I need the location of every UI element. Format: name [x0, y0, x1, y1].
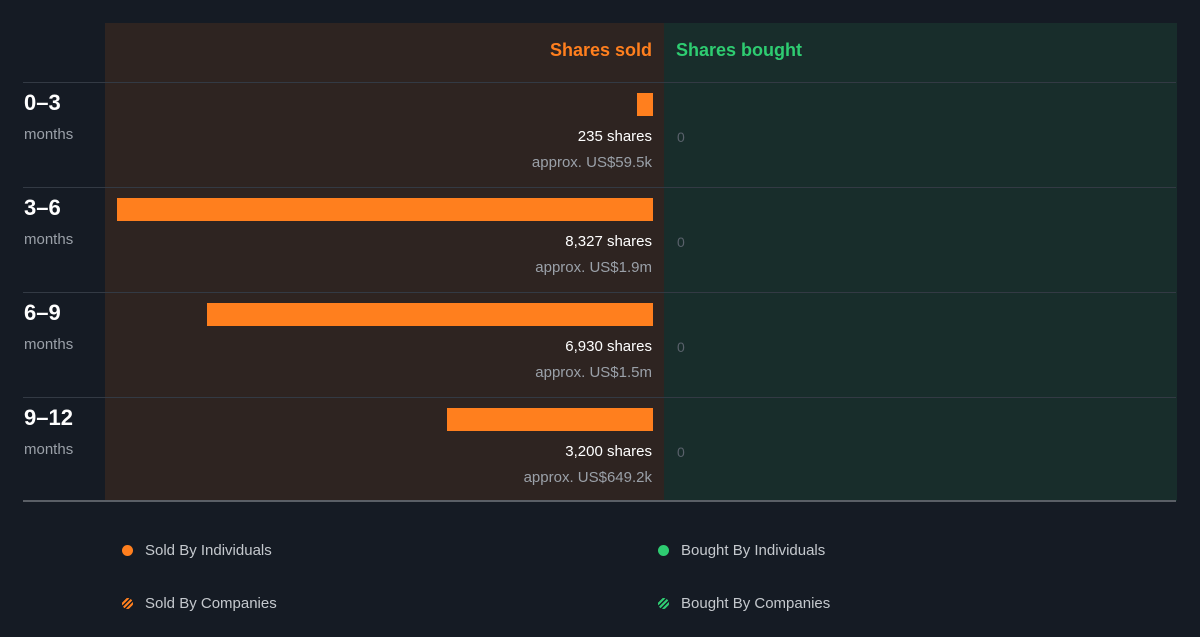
sold-shares-label: 8,327 shares	[565, 233, 652, 250]
chart-baseline	[23, 500, 1176, 502]
row-divider	[23, 187, 1176, 188]
legend-dot-icon	[658, 545, 669, 556]
period-label: 3–6 months	[24, 195, 73, 248]
legend-bought-companies: Bought By Companies	[658, 595, 830, 612]
shares-sold-header: Shares sold	[549, 40, 652, 60]
legend-hatch-icon	[658, 598, 669, 609]
period-label: 0–3 months	[24, 90, 73, 143]
sold-bar	[447, 408, 653, 431]
period-range: 3–6	[24, 195, 61, 220]
period-range: 0–3	[24, 90, 61, 115]
row-divider	[23, 82, 1176, 83]
period-unit: months	[24, 336, 74, 353]
bought-panel	[664, 23, 1177, 501]
sold-shares-label: 3,200 shares	[565, 443, 652, 460]
bought-shares-label: 0	[677, 339, 685, 355]
period-range: 9–12	[24, 405, 73, 430]
legend-hatch-icon	[122, 598, 133, 609]
legend-label: Sold By Individuals	[145, 542, 272, 559]
bought-shares-label: 0	[677, 234, 685, 250]
sold-value-label: approx. US$59.5k	[531, 154, 652, 171]
period-range: 6–9	[24, 300, 61, 325]
legend-label: Bought By Companies	[681, 595, 831, 612]
period-label: 6–9 months	[24, 300, 73, 353]
legend-dot-icon	[122, 545, 133, 556]
period-unit: months	[24, 441, 74, 458]
sold-shares-label: 235 shares	[577, 128, 652, 145]
legend-bought-individuals: Bought By Individuals	[658, 542, 825, 559]
period-unit: months	[24, 126, 74, 143]
legend-sold-individuals: Sold By Individuals	[122, 542, 272, 559]
sold-value-label: approx. US$1.9m	[535, 259, 652, 276]
sold-shares-label: 6,930 shares	[565, 338, 652, 355]
period-unit: months	[24, 231, 74, 248]
row-divider	[23, 292, 1176, 293]
bought-shares-label: 0	[677, 129, 685, 145]
legend-sold-companies: Sold By Companies	[122, 595, 277, 612]
sold-value-label: approx. US$649.2k	[523, 469, 652, 486]
shares-bought-header: Shares bought	[676, 40, 803, 60]
row-divider	[23, 397, 1176, 398]
legend-label: Sold By Companies	[145, 595, 277, 612]
period-label: 9–12 months	[24, 405, 73, 458]
sold-value-label: approx. US$1.5m	[535, 364, 652, 381]
sold-bar	[117, 198, 653, 221]
legend-label: Bought By Individuals	[681, 542, 826, 559]
sold-bar	[637, 93, 653, 116]
bought-shares-label: 0	[677, 444, 685, 460]
sold-bar	[207, 303, 653, 326]
